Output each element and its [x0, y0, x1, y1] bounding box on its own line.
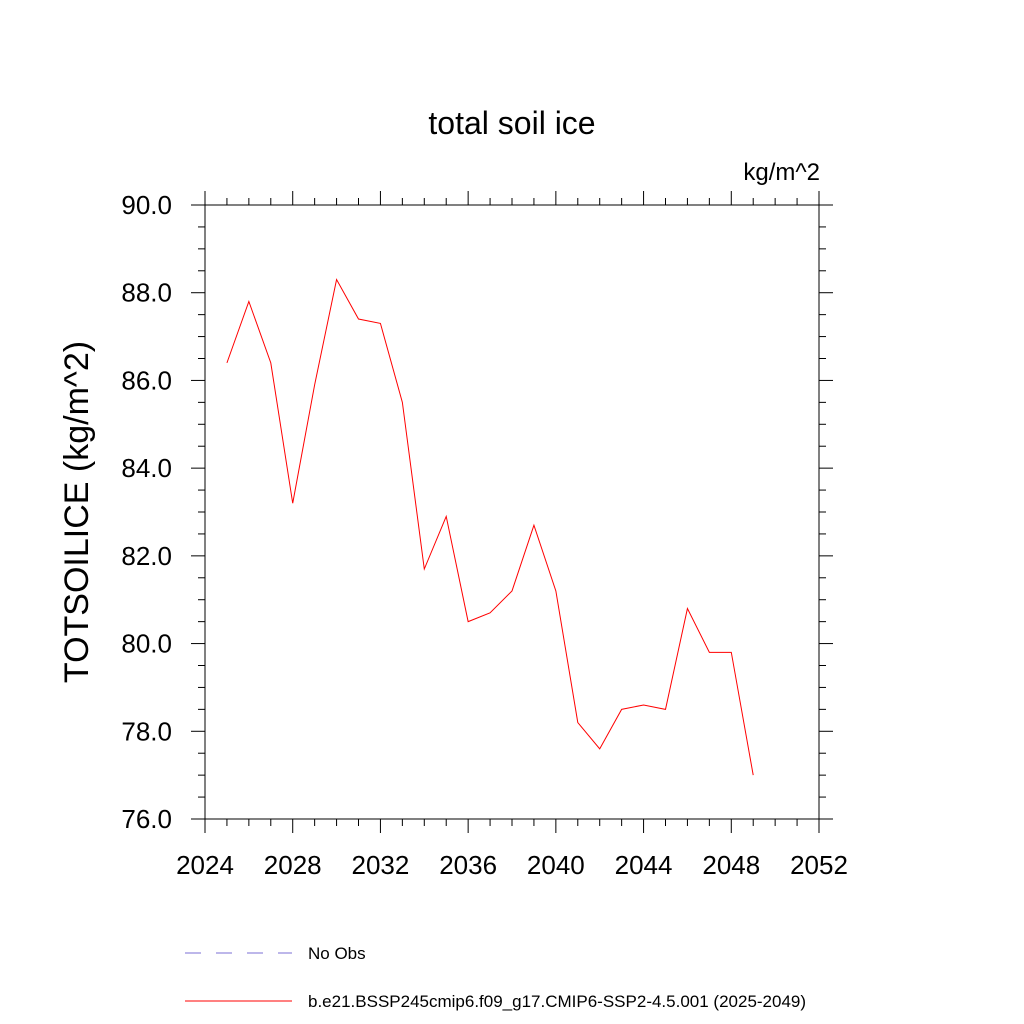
y-tick-label: 80.0 — [121, 629, 172, 659]
x-tick-label: 2024 — [176, 850, 234, 880]
series-lines — [226, 278, 754, 776]
units-label: kg/m^2 — [743, 159, 820, 186]
y-tick-label: 76.0 — [121, 804, 172, 834]
axis-ticks — [191, 191, 833, 833]
y-tick-label: 78.0 — [121, 716, 172, 746]
legend-label: No Obs — [308, 944, 366, 963]
x-tick-label: 2052 — [790, 850, 848, 880]
x-tick-label: 2032 — [352, 850, 410, 880]
y-tick-label: 82.0 — [121, 541, 172, 571]
y-tick-label: 86.0 — [121, 365, 172, 395]
y-tick-label: 90.0 — [121, 190, 172, 220]
x-tick-labels: 2024 2028 2032 2036 2040 2044 2048 2052 — [176, 850, 848, 880]
x-tick-label: 2040 — [527, 850, 585, 880]
chart-title: total soil ice — [428, 105, 595, 141]
x-tick-label: 2028 — [264, 850, 322, 880]
y-tick-label: 84.0 — [121, 453, 172, 483]
y-tick-labels: 76.0 78.0 80.0 82.0 84.0 86.0 88.0 90.0 — [121, 190, 172, 834]
x-tick-label: 2048 — [702, 850, 760, 880]
x-tick-label: 2044 — [615, 850, 673, 880]
series-line — [226, 278, 754, 776]
x-tick-label: 2036 — [439, 850, 497, 880]
legend-label: b.e21.BSSP245cmip6.f09_g17.CMIP6-SSP2-4.… — [308, 992, 806, 1011]
y-tick-label: 88.0 — [121, 278, 172, 308]
legend: No Obs b.e21.BSSP245cmip6.f09_g17.CMIP6-S… — [185, 944, 806, 1011]
y-axis-label: TOTSOILICE (kg/m^2) — [58, 341, 96, 683]
plot-frame — [204, 204, 820, 820]
